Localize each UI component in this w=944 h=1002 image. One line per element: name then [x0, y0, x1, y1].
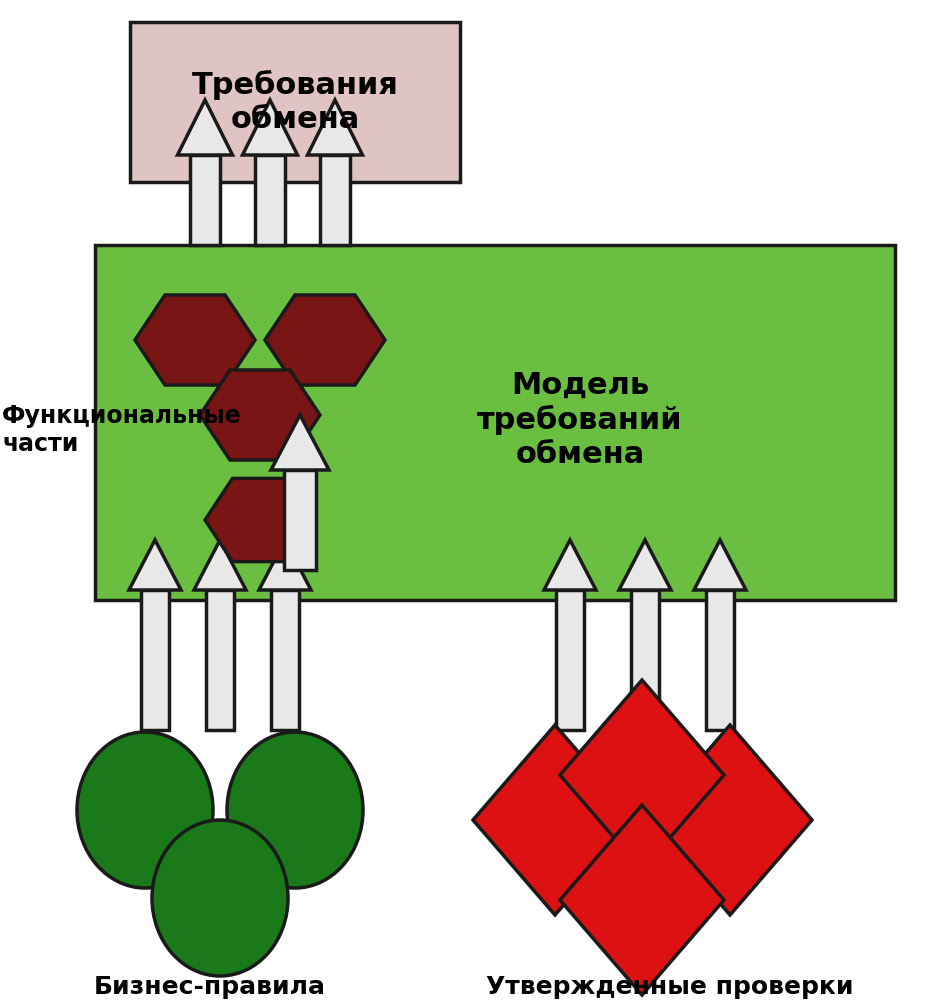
- Polygon shape: [556, 590, 584, 730]
- Polygon shape: [190, 155, 220, 245]
- Text: Требования
обмена: Требования обмена: [192, 70, 398, 134]
- Polygon shape: [265, 295, 385, 385]
- Polygon shape: [255, 155, 285, 245]
- Text: Модель
требований
обмена: Модель требований обмена: [477, 372, 683, 469]
- Ellipse shape: [77, 732, 213, 888]
- Polygon shape: [706, 590, 734, 730]
- Polygon shape: [271, 590, 299, 730]
- Polygon shape: [205, 478, 315, 561]
- Polygon shape: [619, 540, 671, 590]
- Text: Бизнес-правила: Бизнес-правила: [94, 975, 326, 999]
- Ellipse shape: [152, 820, 288, 976]
- Text: Функциональные
части: Функциональные части: [2, 404, 242, 456]
- Bar: [130, 22, 460, 182]
- Polygon shape: [473, 725, 637, 915]
- Polygon shape: [129, 540, 181, 590]
- Polygon shape: [284, 470, 316, 570]
- Polygon shape: [206, 590, 234, 730]
- Polygon shape: [694, 540, 746, 590]
- Polygon shape: [631, 590, 659, 730]
- Bar: [95, 245, 895, 600]
- Polygon shape: [271, 415, 329, 470]
- Polygon shape: [135, 295, 255, 385]
- Polygon shape: [544, 540, 596, 590]
- Polygon shape: [560, 805, 724, 995]
- Polygon shape: [259, 540, 311, 590]
- Polygon shape: [243, 100, 297, 155]
- Polygon shape: [194, 540, 246, 590]
- Polygon shape: [308, 100, 362, 155]
- Polygon shape: [560, 680, 724, 870]
- Polygon shape: [320, 155, 350, 245]
- Ellipse shape: [227, 732, 363, 888]
- Polygon shape: [200, 370, 320, 460]
- Text: Утвержденные проверки: Утвержденные проверки: [486, 975, 853, 999]
- Polygon shape: [141, 590, 169, 730]
- Polygon shape: [648, 725, 812, 915]
- Polygon shape: [177, 100, 232, 155]
